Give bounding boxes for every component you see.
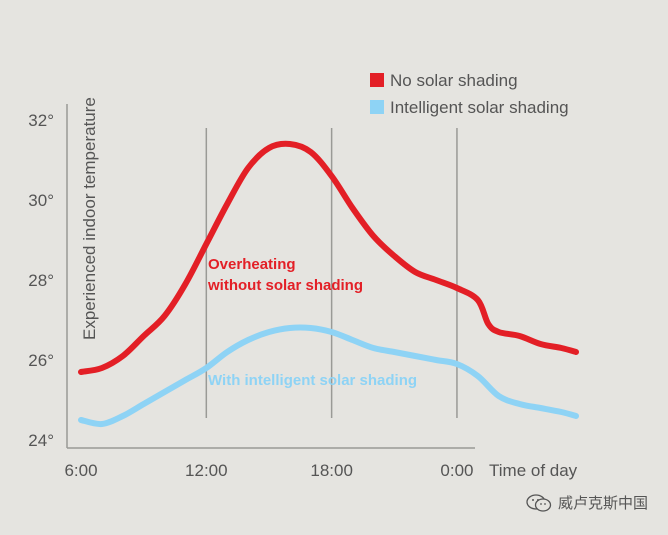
series-annotations: Overheating without solar shading With int… — [207, 256, 417, 389]
y-axis-title: Experienced indoor temperature — [80, 97, 99, 340]
legend: No solar shading Intelligent solar shadin… — [370, 71, 569, 117]
x-tick-label: 18:00 — [310, 461, 353, 480]
x-tick-labels: 6:00 12:00 18:00 0:00 — [64, 461, 473, 480]
series-lines — [78, 140, 579, 428]
x-axis-title: Time of day — [489, 461, 578, 480]
wechat-icon — [526, 493, 552, 512]
axes — [66, 104, 475, 449]
y-tick-label: 32° — [28, 111, 54, 130]
series-annotation-0: Overheating without solar shading — [207, 256, 363, 294]
series-annotation-1: With intelligent solar shading — [208, 372, 417, 389]
legend-label-1: Intelligent solar shading — [390, 98, 569, 117]
x-tick-label: 0:00 — [440, 461, 473, 480]
y-tick-label: 30° — [28, 191, 54, 210]
y-tick-labels: 24° 26° 28° 30° 32° — [28, 111, 54, 450]
y-tick-label: 26° — [28, 351, 54, 370]
series-line-0 — [78, 140, 579, 375]
watermark-text: 威卢克斯中国 — [557, 494, 648, 512]
legend-swatch-0 — [370, 73, 384, 87]
y-tick-label: 24° — [28, 431, 54, 450]
legend-label-0: No solar shading — [390, 71, 518, 90]
series-line-1 — [78, 324, 579, 428]
y-tick-label: 28° — [28, 271, 54, 290]
x-tick-label: 6:00 — [64, 461, 97, 480]
x-tick-label: 12:00 — [185, 461, 228, 480]
watermark: 威卢克斯中国 — [526, 492, 648, 513]
legend-swatch-1 — [370, 100, 384, 114]
